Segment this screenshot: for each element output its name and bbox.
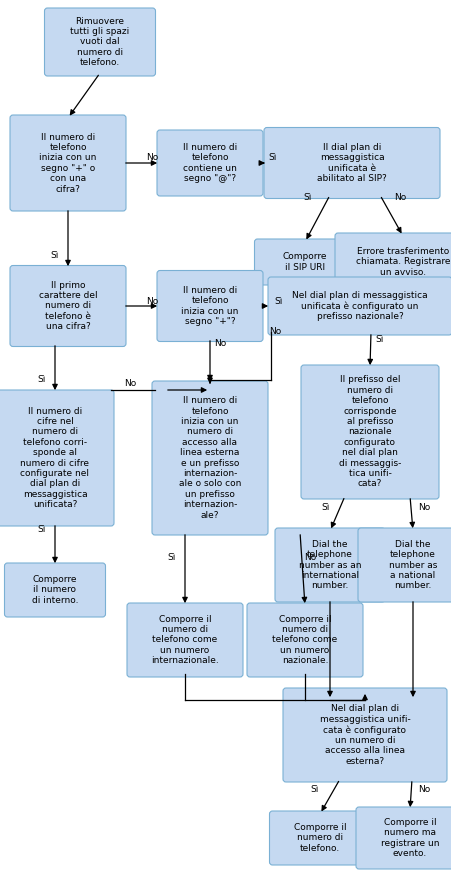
- Text: Sì: Sì: [303, 194, 312, 203]
- Text: Dial the
telephone
number as an
international
number.: Dial the telephone number as an internat…: [298, 540, 360, 590]
- Text: Sì: Sì: [167, 552, 176, 561]
- FancyBboxPatch shape: [334, 233, 451, 291]
- Text: Rimuovere
tutti gli spazi
vuoti dal
numero di
telefono.: Rimuovere tutti gli spazi vuoti dal nume…: [70, 17, 129, 67]
- Text: No: No: [146, 296, 158, 305]
- Text: Il numero di
telefono
inizia con un
segno "+" o
con una
cifra?: Il numero di telefono inizia con un segn…: [39, 133, 97, 194]
- FancyBboxPatch shape: [127, 603, 243, 677]
- FancyBboxPatch shape: [152, 381, 267, 535]
- FancyBboxPatch shape: [282, 688, 446, 782]
- Text: Comporre il
numero di
telefono come
un numero
internazionale.: Comporre il numero di telefono come un n…: [151, 615, 218, 666]
- FancyBboxPatch shape: [44, 8, 155, 76]
- FancyBboxPatch shape: [355, 807, 451, 869]
- Text: No: No: [417, 504, 429, 512]
- FancyBboxPatch shape: [0, 390, 114, 526]
- Text: No: No: [124, 380, 136, 389]
- Text: Sì: Sì: [268, 153, 276, 163]
- FancyBboxPatch shape: [246, 603, 362, 677]
- Text: Sì: Sì: [321, 504, 330, 512]
- Text: Comporre il
numero di
telefono.: Comporre il numero di telefono.: [293, 823, 345, 853]
- Text: Comporre
il numero
di interno.: Comporre il numero di interno.: [32, 575, 78, 605]
- Text: Nel dial plan di
messaggistica unifi-
cata è configurato
un numero di
accesso al: Nel dial plan di messaggistica unifi- ca…: [319, 704, 410, 766]
- Text: No: No: [417, 786, 429, 795]
- Text: Il numero di
cifre nel
numero di
telefono corri-
sponde al
numero di cifre
confi: Il numero di cifre nel numero di telefon…: [20, 407, 89, 509]
- FancyBboxPatch shape: [267, 277, 451, 335]
- FancyBboxPatch shape: [156, 271, 262, 342]
- Text: Errore trasferimento
chiamata. Registrare
un avviso.: Errore trasferimento chiamata. Registrar…: [355, 247, 449, 277]
- Text: Sì: Sì: [38, 375, 46, 384]
- FancyBboxPatch shape: [274, 528, 384, 602]
- Text: No: No: [213, 338, 226, 348]
- FancyBboxPatch shape: [300, 365, 438, 499]
- Text: Il primo
carattere del
numero di
telefono è
una cifra?: Il primo carattere del numero di telefon…: [39, 281, 97, 331]
- Text: No: No: [303, 552, 315, 561]
- FancyBboxPatch shape: [263, 127, 439, 198]
- FancyBboxPatch shape: [357, 528, 451, 602]
- FancyBboxPatch shape: [5, 563, 105, 617]
- Text: Dial the
telephone
number as
a national
number.: Dial the telephone number as a national …: [388, 540, 436, 590]
- Text: Sì: Sì: [51, 250, 59, 259]
- Text: Sì: Sì: [375, 335, 383, 344]
- Text: Il prefisso del
numero di
telefono
corrisponde
al prefisso
nazionale
configurato: Il prefisso del numero di telefono corri…: [338, 375, 400, 489]
- Text: No: No: [268, 327, 281, 336]
- FancyBboxPatch shape: [10, 115, 126, 211]
- FancyBboxPatch shape: [269, 811, 370, 865]
- Text: Sì: Sì: [310, 786, 318, 795]
- Text: Il numero di
telefono
inizia con un
numero di
accesso alla
linea esterna
e un pr: Il numero di telefono inizia con un nume…: [179, 396, 241, 519]
- Text: Nel dial plan di messaggistica
unificata è configurato un
prefisso nazionale?: Nel dial plan di messaggistica unificata…: [291, 291, 427, 321]
- Text: Sì: Sì: [274, 296, 283, 305]
- Text: No: No: [146, 153, 158, 163]
- Text: Il numero di
telefono
inizia con un
segno "+"?: Il numero di telefono inizia con un segn…: [181, 286, 238, 326]
- Text: Comporre il
numero ma
registrare un
evento.: Comporre il numero ma registrare un even…: [380, 818, 438, 858]
- Text: Comporre
il SIP URI: Comporre il SIP URI: [282, 252, 327, 272]
- Text: Sì: Sì: [38, 526, 46, 535]
- Text: Il numero di
telefono
contiene un
segno "@"?: Il numero di telefono contiene un segno …: [183, 142, 237, 183]
- FancyBboxPatch shape: [156, 130, 262, 196]
- FancyBboxPatch shape: [254, 239, 355, 285]
- Text: Il dial plan di
messaggistica
unificata è
abilitato al SIP?: Il dial plan di messaggistica unificata …: [317, 142, 386, 183]
- Text: Comporre il
numero di
telefono come
un numero
nazionale.: Comporre il numero di telefono come un n…: [272, 615, 337, 666]
- Text: No: No: [393, 194, 405, 203]
- FancyBboxPatch shape: [10, 266, 126, 347]
